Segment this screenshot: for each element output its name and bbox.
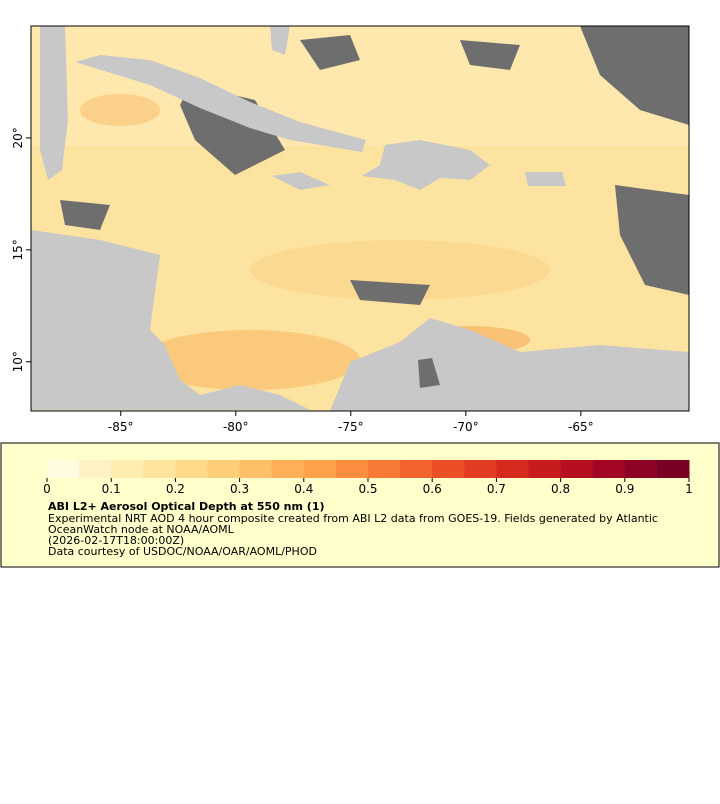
colorbar-tick-label: 0.3 bbox=[230, 482, 249, 496]
legend-description: OceanWatch node at NOAA/AOML bbox=[48, 523, 235, 536]
colorbar-segment bbox=[496, 460, 529, 478]
colorbar-segment bbox=[111, 460, 144, 478]
colorbar-tick-label: 1 bbox=[685, 482, 693, 496]
colorbar-segment bbox=[400, 460, 433, 478]
map-image bbox=[30, 25, 690, 412]
colorbar-tick-label: 0.9 bbox=[615, 482, 634, 496]
colorbar-segment bbox=[47, 460, 80, 478]
colorbar-segment bbox=[303, 460, 337, 478]
colorbar-tick-label: 0.2 bbox=[166, 482, 185, 496]
colorbar-tick-label: 0 bbox=[43, 482, 51, 496]
x-tick-label: -85° bbox=[108, 420, 134, 434]
colorbar-segment bbox=[528, 460, 562, 478]
colorbar-segment bbox=[560, 460, 594, 478]
colorbar-tick-label: 0.6 bbox=[423, 482, 442, 496]
colorbar-segment bbox=[592, 460, 626, 478]
colorbar-segment bbox=[432, 460, 465, 478]
colorbar-segment bbox=[624, 460, 658, 478]
y-tick-label: 15° bbox=[11, 239, 25, 260]
x-tick-label: -70° bbox=[453, 420, 479, 434]
colorbar-tick-label: 0.1 bbox=[102, 482, 121, 496]
legend-title: ABI L2+ Aerosol Optical Depth at 550 nm … bbox=[48, 500, 325, 513]
colorbar-segment bbox=[239, 460, 273, 478]
y-tick-label: 10° bbox=[11, 351, 25, 372]
x-tick-label: -65° bbox=[568, 420, 594, 434]
colorbar-segment bbox=[175, 460, 208, 478]
colorbar-tick-label: 0.8 bbox=[551, 482, 570, 496]
x-tick-label: -80° bbox=[223, 420, 249, 434]
colorbar-segment bbox=[79, 460, 112, 478]
colorbar-segment bbox=[143, 460, 176, 478]
colorbar-segment bbox=[271, 460, 305, 478]
legend-credit: Data courtesy of USDOC/NOAA/OAR/AOML/PHO… bbox=[48, 545, 317, 558]
colorbar-segment bbox=[656, 460, 690, 478]
colorbar-segment bbox=[335, 460, 369, 478]
legend-time: (2026-02-17T18:00:00Z) bbox=[48, 534, 184, 547]
x-tick-label: -75° bbox=[338, 420, 364, 434]
legend-description: Experimental NRT AOD 4 hour composite cr… bbox=[48, 512, 658, 525]
colorbar-segment bbox=[207, 460, 241, 478]
colorbar-tick-label: 0.7 bbox=[487, 482, 506, 496]
colorbar-segment bbox=[464, 460, 497, 478]
y-tick-label: 20° bbox=[11, 127, 25, 148]
colorbar-tick-label: 0.4 bbox=[294, 482, 313, 496]
colorbar-tick-label: 0.5 bbox=[358, 482, 377, 496]
colorbar-segment bbox=[368, 460, 401, 478]
